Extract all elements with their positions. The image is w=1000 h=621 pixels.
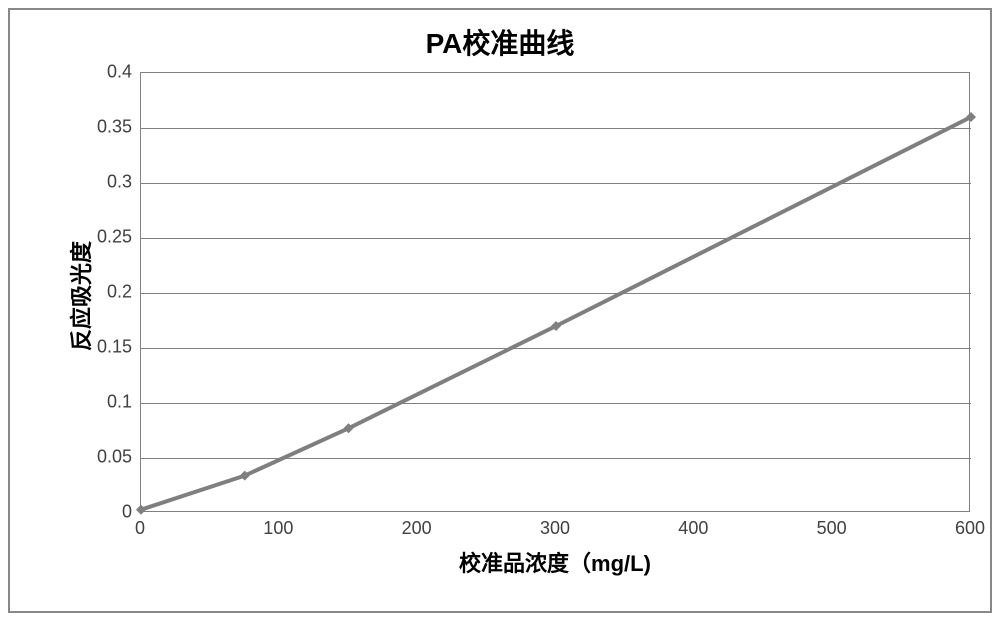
chart-frame: PA校准曲线 00.050.10.150.20.250.30.350.4 010… [8,8,992,613]
gridline-h [141,403,971,404]
y-tick-label: 0.35 [82,117,132,138]
gridline-h [141,348,971,349]
y-tick-label: 0.1 [82,392,132,413]
x-tick-label: 100 [263,518,293,539]
y-axis-label: 反应吸光度 [64,241,96,351]
gridline-h [141,128,971,129]
gridline-h [141,238,971,239]
y-tick-label: 0.05 [82,447,132,468]
y-tick-label: 0.4 [82,62,132,83]
x-tick-label: 300 [540,518,570,539]
x-tick-label: 200 [402,518,432,539]
gridline-h [141,293,971,294]
gridline-h [141,458,971,459]
x-tick-label: 600 [955,518,985,539]
chart-title: PA校准曲线 [10,22,990,62]
gridline-h [141,183,971,184]
y-tick-label: 0 [82,502,132,523]
y-tick-label: 0.3 [82,172,132,193]
x-tick-label: 0 [135,518,145,539]
x-tick-label: 400 [678,518,708,539]
plot-area [140,72,970,512]
x-axis-label: 校准品浓度（mg/L) [140,546,970,578]
data-point-marker [136,505,146,515]
x-tick-label: 500 [817,518,847,539]
